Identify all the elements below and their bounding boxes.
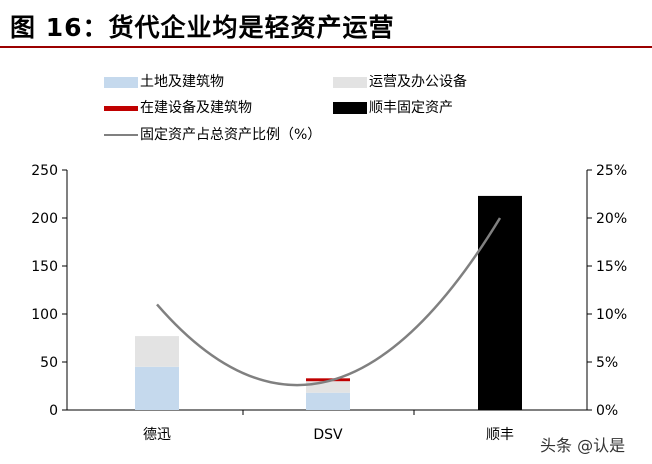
ratio-line xyxy=(156,217,502,387)
legend-label-sf-fixed: 顺丰固定资产 xyxy=(369,100,453,116)
right-tick-label: 25% xyxy=(596,163,627,179)
legend-label-operating-office: 运营及办公设备 xyxy=(369,74,467,90)
legend-label-ratio-line: 固定资产占总资产比例（%） xyxy=(140,127,322,143)
right-tick-label: 10% xyxy=(596,307,627,323)
legend-swatch-construction xyxy=(104,106,138,111)
left-tick-label: 150 xyxy=(31,259,58,275)
title-divider xyxy=(0,46,652,48)
bar-operating-office xyxy=(135,336,179,367)
left-tick-label: 0 xyxy=(49,403,58,419)
x-tick-label: 顺丰 xyxy=(486,427,514,443)
left-tick-label: 250 xyxy=(31,163,58,179)
right-tick-label: 20% xyxy=(596,211,627,227)
right-tick-label: 0% xyxy=(596,403,618,419)
bar-land-building xyxy=(306,392,350,410)
figure-title: 图 16：货代企业均是轻资产运营 xyxy=(10,13,395,42)
legend-label-land-building: 土地及建筑物 xyxy=(140,74,224,90)
legend-swatch-ratio-line xyxy=(104,134,138,136)
legend-label-construction: 在建设备及建筑物 xyxy=(140,100,252,116)
legend-swatch-operating-office xyxy=(333,77,367,88)
x-tick-label: DSV xyxy=(313,427,343,443)
watermark: 头条 @认是 xyxy=(540,436,626,455)
bar-construction xyxy=(306,378,350,382)
left-tick-label: 50 xyxy=(40,355,58,371)
left-tick-label: 200 xyxy=(31,211,58,227)
bar-sf-fixed xyxy=(478,195,522,410)
legend-swatch-land-building xyxy=(104,77,138,88)
x-tick-label: 德迅 xyxy=(143,427,171,443)
bar-land-building xyxy=(135,366,179,410)
right-tick-label: 5% xyxy=(596,355,618,371)
right-tick-label: 15% xyxy=(596,259,627,275)
bar-operating-office xyxy=(306,381,350,393)
legend-swatch-sf-fixed xyxy=(333,102,367,114)
left-tick-label: 100 xyxy=(31,307,58,323)
